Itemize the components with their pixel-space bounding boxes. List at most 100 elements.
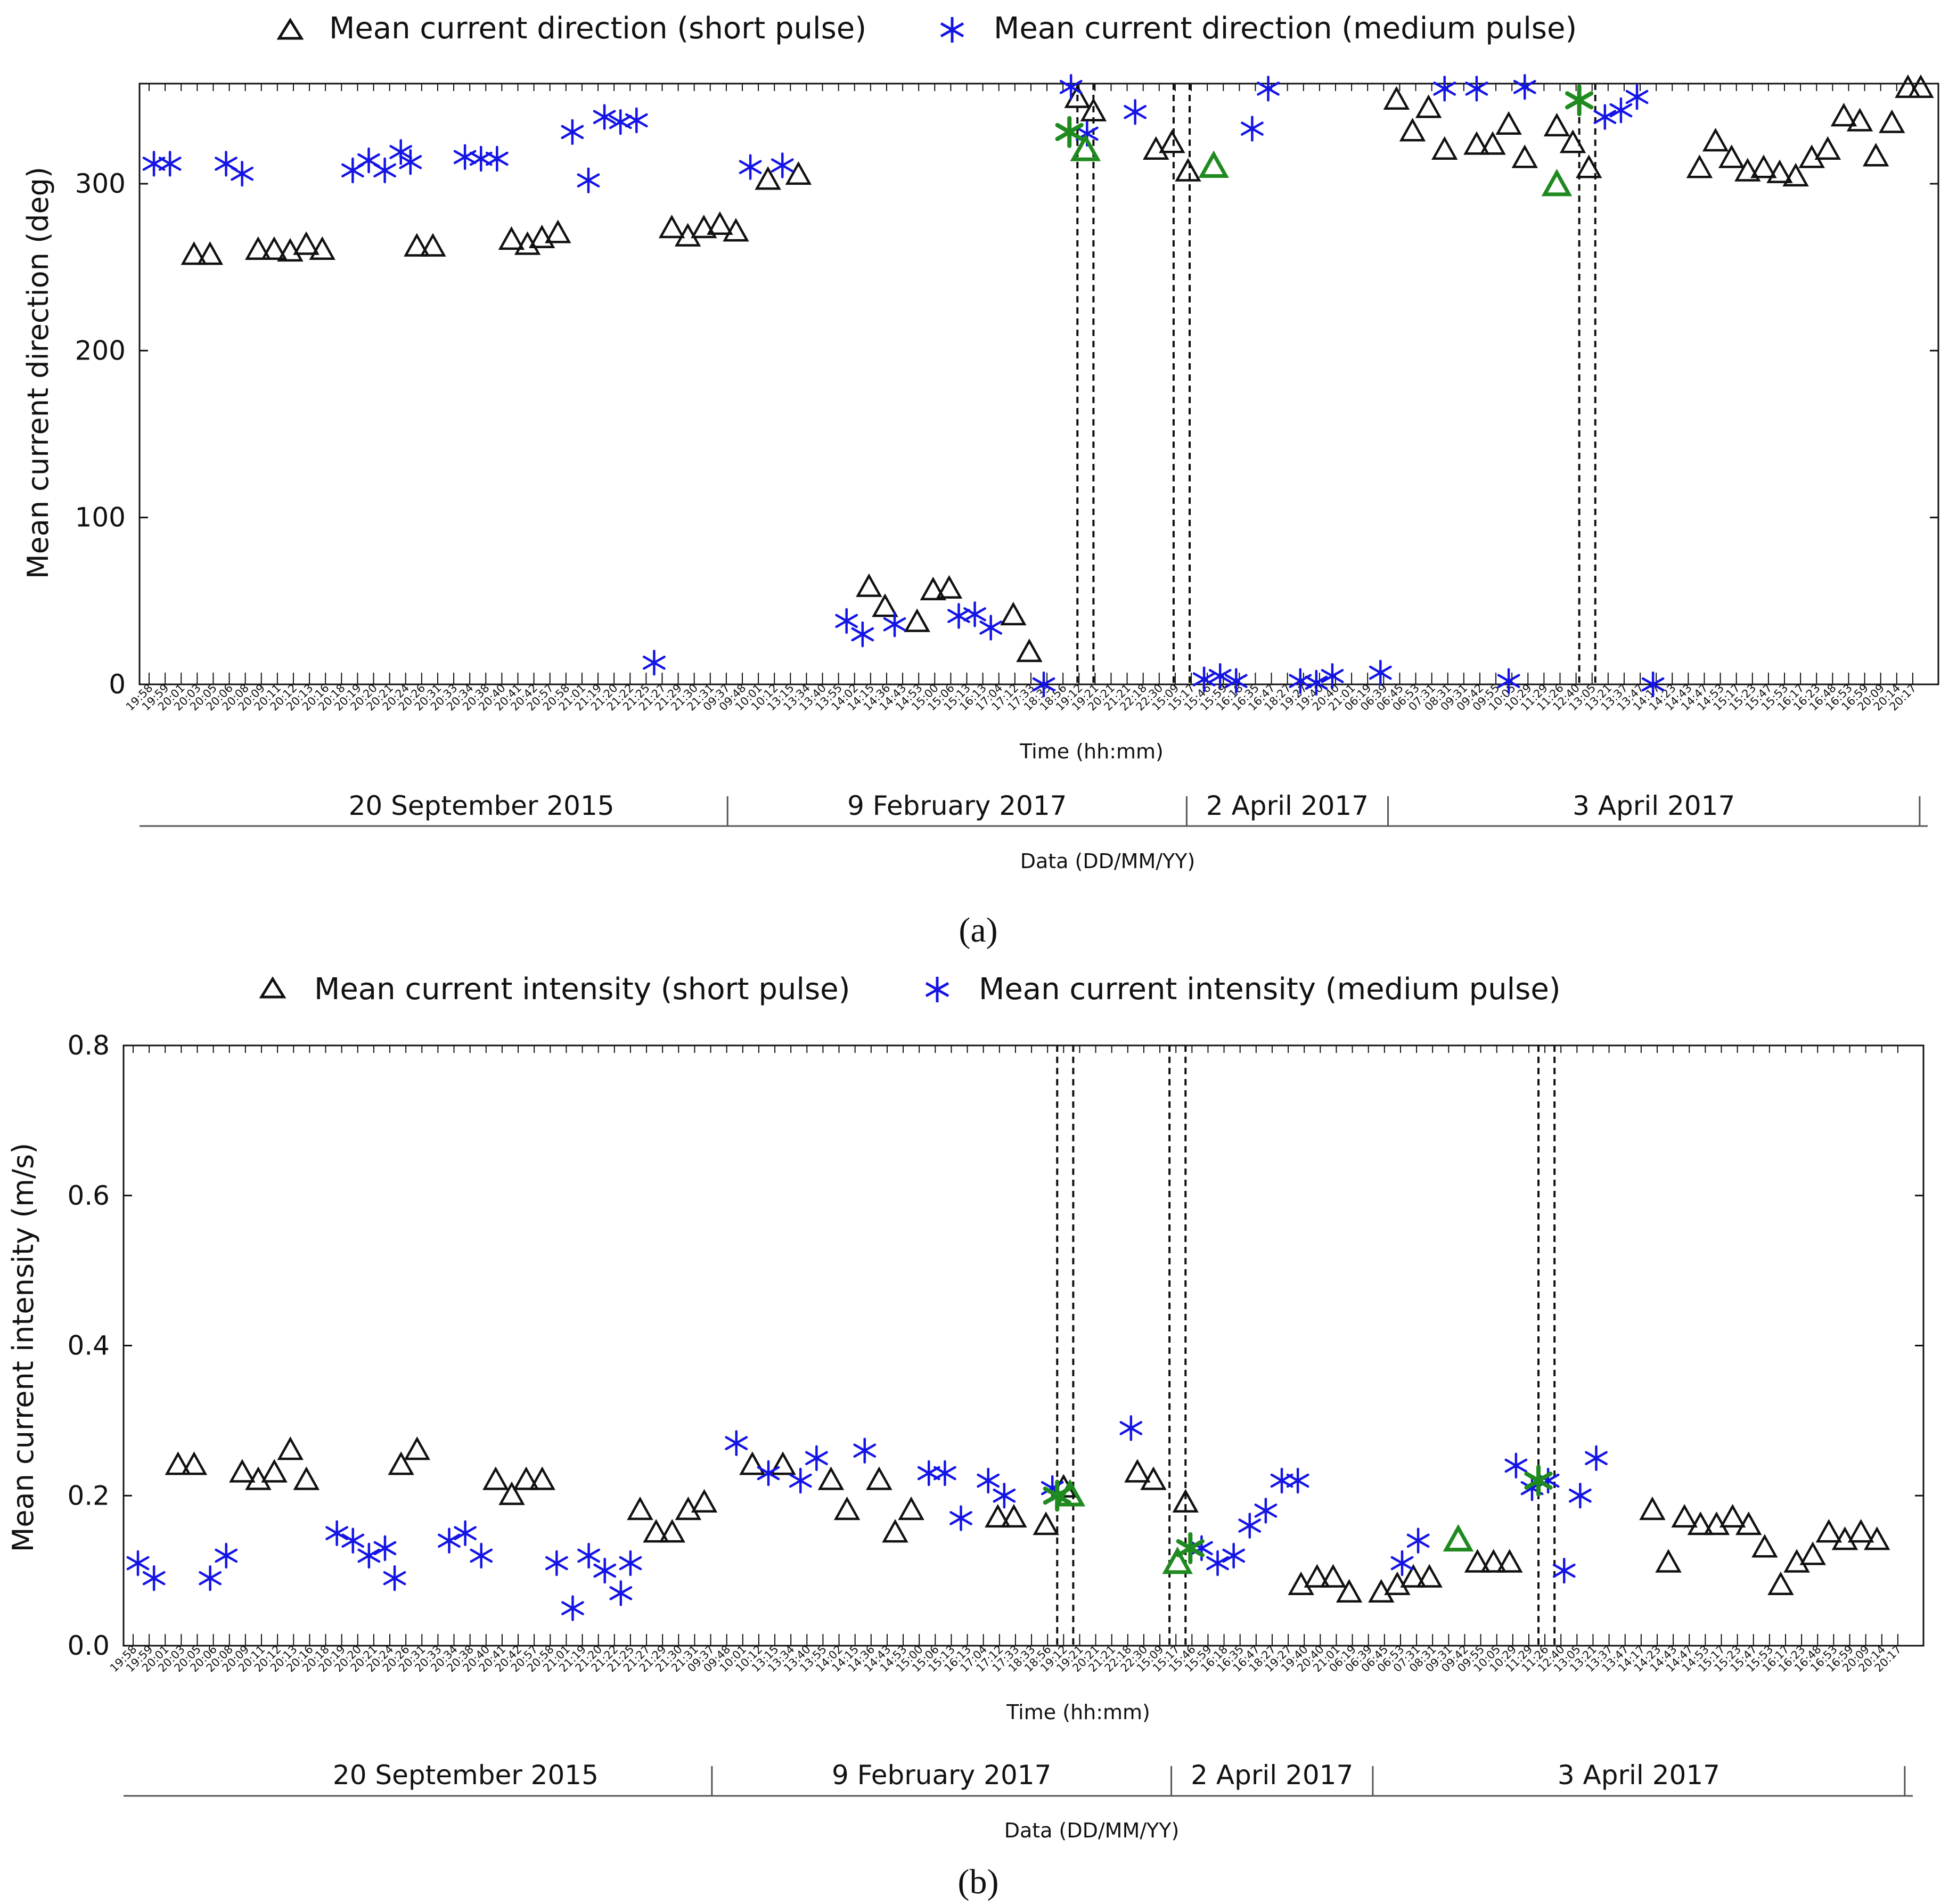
star-stroke-2 [625, 113, 648, 128]
point-mean-current-direction-short-pulse-5 [293, 231, 320, 255]
star-stroke-2 [1593, 110, 1617, 124]
point-mean-current-intensity-medium-pulse-10 [454, 1520, 477, 1546]
star-stroke-2 [561, 1601, 584, 1615]
star-stroke-2 [949, 1511, 972, 1525]
point-mean-current-direction-short-pulse-53 [1846, 108, 1873, 132]
point-mean-current-direction-medium-pulse-30 [1192, 666, 1216, 692]
legend-a-short-pulse-marker [276, 18, 304, 40]
star-stroke-2 [1625, 89, 1649, 104]
point-mean-current-direction-medium-pulse-46 [1641, 671, 1665, 698]
point-mean-current-direction-short-pulse-51 [1814, 136, 1841, 160]
point-mean-current-intensity-medium-pulse-37 [1390, 1550, 1414, 1576]
point-mean-current-intensity-medium-pulse-1 [142, 1565, 166, 1591]
star-stroke-2 [325, 1526, 348, 1540]
star-stroke-2 [739, 160, 762, 174]
data-points-b [126, 1415, 1890, 1621]
star-stroke-2 [1059, 80, 1083, 94]
star-stroke-2 [215, 157, 238, 171]
star-stroke-2 [373, 1541, 397, 1556]
panel-b-intensity-chart: Mean current intensity (short pulse) Mea… [6, 972, 1925, 1901]
series-selected-short-pulse [1070, 134, 1573, 197]
star-stroke-2 [1176, 1539, 1205, 1557]
y-tick-label-1: 0.2 [67, 1480, 110, 1511]
point-mean-current-direction-short-pulse-21 [872, 593, 898, 617]
point-mean-current-direction-medium-pulse-26 [1032, 671, 1055, 698]
y-axis-label-a: Mean current direction (deg) [21, 167, 55, 579]
point-mean-current-direction-medium-pulse-36 [1305, 669, 1328, 696]
point-mean-current-direction-short-pulse-47 [1750, 154, 1777, 178]
point-mean-current-intensity-medium-pulse-13 [561, 1595, 584, 1621]
x-axis-label-b: Time (hh:mm) [1006, 1701, 1150, 1724]
point-mean-current-direction-short-pulse-35 [1431, 136, 1458, 160]
star-stroke-2 [438, 1533, 461, 1548]
point-mean-current-intensity-medium-pulse-20 [789, 1467, 812, 1494]
point-mean-current-intensity-short-pulse-43 [1639, 1496, 1666, 1521]
point-mean-current-intensity-short-pulse-14 [643, 1519, 669, 1543]
point-mean-current-direction-medium-pulse-7 [389, 139, 413, 165]
point-mean-current-intensity-medium-pulse-17 [619, 1550, 642, 1576]
star-stroke-2 [1206, 1556, 1229, 1571]
star-stroke-2 [341, 1533, 365, 1548]
point-mean-current-direction-medium-pulse-6 [373, 157, 396, 184]
point-mean-current-direction-short-pulse-40 [1543, 112, 1570, 137]
point-mean-current-intensity-short-pulse-10 [498, 1481, 525, 1505]
y-ticks-b: 0.0 0.2 0.4 0.6 0.8 [67, 1030, 1923, 1661]
star-stroke-2 [1055, 122, 1084, 141]
star-stroke-2 [383, 1571, 406, 1586]
point-mean-current-intensity-medium-pulse-32 [1222, 1542, 1246, 1569]
star-stroke-2 [1286, 1473, 1309, 1488]
star-stroke-2 [771, 158, 794, 173]
point-mean-current-intensity-short-pulse-45 [1671, 1503, 1698, 1528]
star-stroke-2 [1192, 672, 1216, 687]
star-stroke-2 [1609, 103, 1633, 118]
point-mean-current-intensity-medium-pulse-25 [949, 1505, 972, 1531]
point-mean-current-direction-short-pulse-31 [1175, 158, 1201, 182]
star-stroke-2 [1406, 1533, 1430, 1548]
point-mean-current-direction-short-pulse-52 [1830, 103, 1857, 127]
date-label-3-april-2017: 3 April 2017 [1573, 790, 1735, 821]
star-stroke-2 [561, 125, 584, 140]
x-time-ticks-b: 19:5819:5920:0120:0320:0520:0620:0820:09… [108, 1045, 1904, 1674]
point-mean-current-intensity-medium-pulse-8 [383, 1565, 406, 1591]
star-stroke-2 [1552, 1563, 1576, 1578]
star-stroke-2 [1119, 1421, 1143, 1435]
star-stroke-2 [835, 614, 858, 628]
point-selected-medium-pulse-0 [1043, 1480, 1071, 1512]
point-mean-current-direction-medium-pulse-17 [643, 650, 666, 676]
point-mean-current-direction-medium-pulse-42 [1513, 74, 1536, 100]
star-stroke-2 [1390, 1556, 1414, 1571]
point-mean-current-direction-short-pulse-2 [245, 236, 272, 260]
star-stroke-2 [389, 145, 413, 159]
star-stroke-2 [757, 1466, 780, 1481]
point-mean-current-intensity-short-pulse-25 [985, 1503, 1011, 1528]
star-stroke-2 [470, 1548, 493, 1563]
y-tick-label-2: 0.4 [67, 1330, 110, 1361]
point-mean-current-intensity-short-pulse-48 [1719, 1503, 1746, 1528]
point-mean-current-intensity-short-pulse-55 [1831, 1526, 1858, 1550]
point-mean-current-intensity-medium-pulse-26 [977, 1467, 1000, 1494]
point-mean-current-direction-short-pulse-0 [181, 241, 208, 265]
point-mean-current-intensity-short-pulse-26 [1001, 1503, 1027, 1528]
star-stroke-2 [1641, 677, 1665, 692]
point-mean-current-direction-medium-pulse-16 [625, 107, 648, 134]
star-stroke-2 [1241, 121, 1264, 136]
point-mean-current-direction-short-pulse-30 [1159, 129, 1185, 153]
star-stroke-2 [963, 607, 986, 622]
star-stroke-2 [1305, 675, 1328, 690]
star-stroke-2 [1257, 81, 1280, 96]
point-mean-current-direction-short-pulse-19 [785, 161, 812, 185]
point-mean-current-direction-medium-pulse-37 [1321, 663, 1344, 689]
point-mean-current-intensity-medium-pulse-6 [357, 1542, 381, 1569]
date-axis-label-a: Data (DD/MM/YY) [1020, 849, 1196, 873]
point-mean-current-intensity-short-pulse-9 [482, 1466, 509, 1490]
reference-lines-a [1076, 84, 1596, 684]
date-label-9-february-2017: 9 February 2017 [832, 1760, 1051, 1791]
point-selected-short-pulse-2 [1443, 1524, 1474, 1552]
star-stroke-2 [1369, 665, 1392, 680]
y-tick-label-4: 0.8 [67, 1030, 110, 1061]
point-mean-current-intensity-short-pulse-5 [277, 1436, 304, 1460]
point-mean-current-intensity-medium-pulse-24 [933, 1460, 956, 1486]
point-mean-current-intensity-medium-pulse-33 [1238, 1513, 1262, 1539]
point-mean-current-intensity-short-pulse-8 [404, 1436, 430, 1460]
